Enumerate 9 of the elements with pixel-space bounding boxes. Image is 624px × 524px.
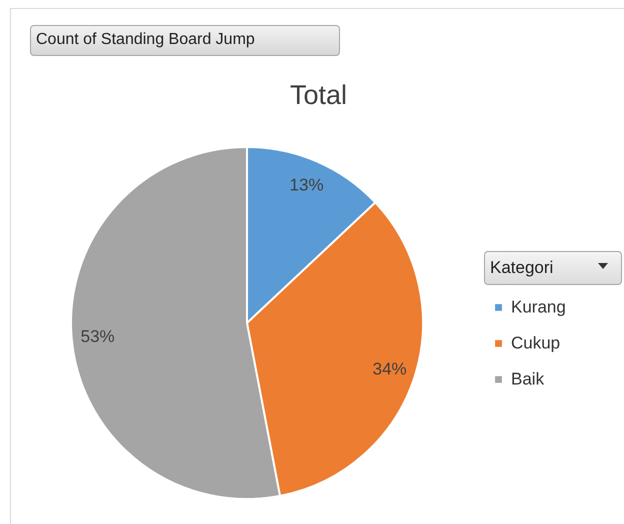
data-label: 53%	[80, 327, 115, 346]
legend-label: Kurang	[511, 298, 566, 316]
data-label: 34%	[372, 359, 407, 378]
legend-label: Cukup	[511, 334, 560, 352]
data-label: 13%	[290, 175, 324, 194]
chart-title: Total	[290, 80, 348, 110]
legend-label: Baik	[511, 370, 545, 388]
legend-title: Kategori	[490, 258, 554, 277]
text: Count of Standing Board Jump	[30, 25, 340, 56]
